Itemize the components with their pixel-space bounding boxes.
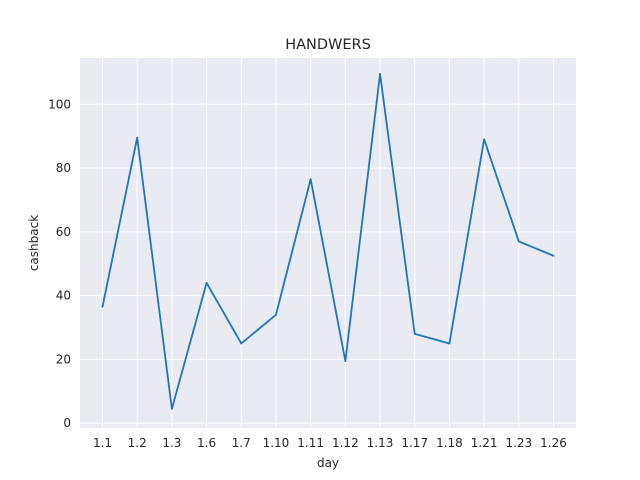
x-tick-label: 1.10: [263, 436, 290, 450]
y-tick-label: 100: [48, 97, 71, 111]
data-point: [275, 313, 277, 316]
x-tick-label: 1.13: [367, 436, 394, 450]
x-tick-label: 1.1: [93, 436, 112, 450]
x-tick-label: 1.6: [197, 436, 216, 450]
y-tick-label: 40: [56, 289, 71, 303]
data-point: [552, 254, 555, 257]
x-tick-label: 1.18: [436, 436, 463, 450]
data-point: [413, 333, 416, 335]
data-point: [205, 281, 208, 284]
data-point: [517, 240, 520, 243]
y-tick-label: 20: [56, 352, 71, 366]
data-point: [379, 73, 381, 75]
data-point: [240, 342, 243, 345]
y-axis-ticks: 0 20 40 60 80 100: [48, 97, 71, 430]
x-tick-label: 1.3: [162, 436, 181, 450]
x-tick-label: 1.11: [297, 436, 324, 450]
x-tick-label: 1.21: [471, 436, 498, 450]
x-axis-label: day: [317, 456, 339, 470]
x-tick-label: 1.23: [505, 436, 532, 450]
data-point: [448, 342, 451, 345]
y-tick-label: 80: [56, 161, 71, 175]
series-layer: [101, 73, 555, 410]
x-tick-label: 1.26: [540, 436, 567, 450]
x-tick-label: 1.17: [401, 436, 428, 450]
x-tick-label: 1.7: [232, 436, 251, 450]
data-point: [136, 136, 139, 139]
data-point: [170, 407, 173, 410]
series-line: [101, 73, 554, 410]
x-axis-ticks: 1.1 1.2 1.3 1.6 1.7 1.10 1.11 1.12 1.13 1.17 1.18 1…: [93, 436, 567, 450]
chart-title: HANDWERS: [285, 37, 371, 53]
x-tick-label: 1.12: [332, 436, 359, 450]
data-point: [344, 360, 347, 362]
data-point: [309, 178, 312, 181]
y-tick-label: 60: [56, 225, 71, 239]
data-point: [483, 138, 486, 141]
y-axis-label: cashback: [27, 215, 41, 271]
x-tick-label: 1.2: [128, 436, 147, 450]
data-point: [101, 305, 104, 308]
y-tick-label: 0: [63, 416, 71, 430]
grid-lines: [80, 58, 576, 428]
plot-background: [80, 58, 576, 428]
